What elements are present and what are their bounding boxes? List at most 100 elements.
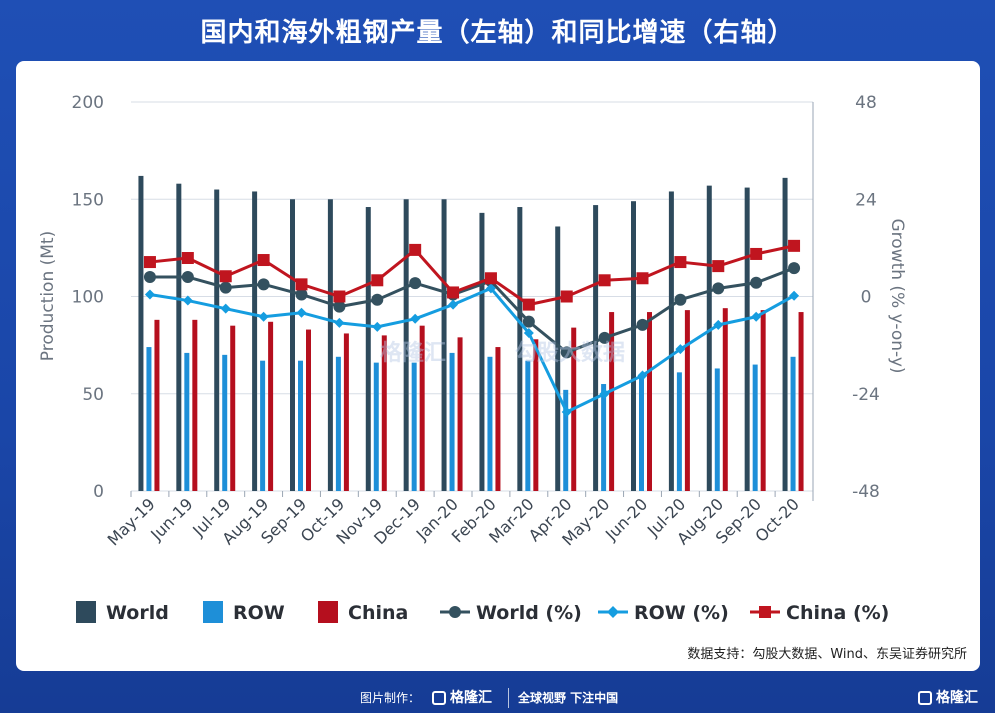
- bar-china: [760, 310, 766, 491]
- bar-world: [744, 187, 750, 491]
- bar-china: [230, 325, 236, 491]
- y-tick-label: 50: [82, 385, 104, 405]
- bar-world: [214, 189, 220, 491]
- bar-world: [668, 191, 674, 491]
- bar-row: [146, 347, 152, 491]
- bar-china: [306, 329, 311, 491]
- x-tick-label: Jun-20: [601, 494, 651, 544]
- legend-marker: [607, 606, 619, 618]
- bar-row: [714, 368, 720, 491]
- point-row: [523, 327, 534, 338]
- bar-china: [268, 321, 274, 491]
- point-china: [636, 272, 649, 285]
- bar-row: [222, 354, 228, 491]
- watermark-brand: 格隆汇: [380, 341, 447, 366]
- point-row: [448, 299, 459, 310]
- legend-swatch-row: [203, 601, 223, 623]
- bar-row: [601, 384, 607, 491]
- point-world: [636, 318, 649, 331]
- bar-world: [365, 207, 371, 491]
- bar-world: [706, 185, 712, 491]
- point-china: [371, 274, 384, 287]
- legend-label-world: World (%): [476, 602, 582, 624]
- bar-world: [631, 201, 636, 491]
- point-china: [333, 290, 346, 303]
- bar-china: [343, 333, 349, 491]
- point-row: [410, 313, 421, 324]
- point-world: [674, 293, 687, 306]
- point-china: [409, 243, 422, 256]
- point-world: [219, 281, 232, 294]
- bar-row: [335, 356, 341, 491]
- line-china: [149, 244, 795, 307]
- legend-swatch-china: [318, 601, 338, 623]
- point-china: [788, 239, 801, 252]
- footer-brand-text: 格隆汇: [450, 690, 492, 706]
- bar-china: [533, 339, 539, 491]
- y-tick-label: 100: [72, 288, 104, 308]
- bar-china: [154, 319, 160, 491]
- point-china: [295, 278, 308, 291]
- point-row: [751, 311, 762, 322]
- point-row: [561, 406, 572, 417]
- bar-row: [411, 362, 417, 491]
- bar-china: [457, 337, 463, 491]
- bar-row: [563, 389, 569, 491]
- point-china: [484, 272, 497, 285]
- point-row: [144, 289, 155, 300]
- bar-world: [138, 175, 144, 491]
- bar-china: [495, 347, 501, 491]
- bar-world: [327, 199, 333, 491]
- point-world: [333, 300, 346, 313]
- bar-world: [176, 183, 182, 491]
- bar-row: [298, 360, 303, 491]
- point-china: [181, 252, 194, 265]
- legend-marker: [449, 606, 461, 618]
- point-china: [219, 270, 232, 283]
- bar-row: [676, 372, 682, 491]
- bar-row: [487, 356, 493, 491]
- bar-china: [192, 319, 198, 491]
- footer-brand-right-text: 格隆汇: [936, 690, 978, 706]
- legend-label-china: China (%): [786, 602, 889, 624]
- bar-row: [790, 356, 796, 491]
- bar-row: [260, 360, 266, 491]
- bar-china: [647, 312, 652, 491]
- footer: 图片制作： 格隆汇 全球视野 下注中国 格隆汇: [0, 686, 995, 713]
- y2-tick-label: -24: [852, 385, 880, 405]
- point-world: [712, 282, 725, 295]
- footer-credit: 图片制作：: [360, 691, 421, 705]
- point-row: [296, 307, 307, 318]
- point-china: [447, 286, 460, 299]
- bar-world: [403, 199, 409, 491]
- page-title: 国内和海外粗钢产量（左轴）和同比增速（右轴）: [200, 18, 795, 48]
- point-world: [295, 288, 308, 301]
- point-row: [372, 321, 383, 332]
- point-row: [713, 319, 724, 330]
- bar-china: [684, 310, 690, 491]
- legend-marker: [759, 606, 771, 618]
- footer-brand: 格隆汇: [432, 687, 492, 707]
- point-row: [334, 317, 345, 328]
- y2-tick-label: 48: [855, 93, 877, 113]
- y2-axis-title: Growth (% y-on-y): [887, 218, 907, 373]
- point-world: [598, 331, 611, 344]
- footer-slogan: 全球视野 下注中国: [518, 691, 619, 705]
- point-china: [560, 290, 573, 303]
- y2-tick-label: 24: [855, 190, 877, 210]
- point-world: [409, 277, 422, 290]
- point-world: [522, 315, 535, 328]
- bar-row: [184, 352, 190, 491]
- bar-china: [798, 312, 804, 491]
- point-row: [675, 344, 686, 355]
- point-world: [143, 271, 156, 284]
- legend-label-row: ROW (%): [634, 602, 729, 624]
- bar-world: [555, 226, 561, 492]
- point-world: [181, 271, 194, 284]
- legend-label-china: China: [348, 602, 408, 624]
- point-world: [560, 346, 573, 359]
- bar-row: [449, 352, 455, 491]
- y-tick-label: 0: [93, 482, 104, 502]
- bar-row: [639, 374, 644, 491]
- point-china: [712, 260, 725, 273]
